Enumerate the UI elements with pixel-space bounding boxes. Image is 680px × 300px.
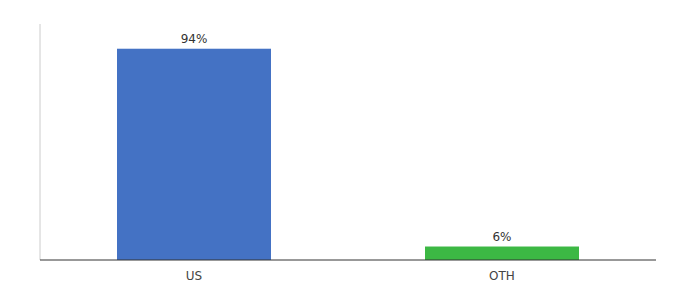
data-label: 6% <box>492 230 511 244</box>
bar <box>117 49 271 260</box>
bars <box>117 49 579 260</box>
x-tick-label: US <box>186 269 202 283</box>
bar <box>425 247 579 260</box>
y-axis-line <box>40 24 41 260</box>
data-label: 94% <box>181 32 208 46</box>
chart-svg: US OTH 94% 6% <box>0 0 680 300</box>
x-tick-label: OTH <box>489 269 515 283</box>
chart-container: US OTH 94% 6% <box>0 0 680 300</box>
x-axis-line <box>40 260 656 261</box>
